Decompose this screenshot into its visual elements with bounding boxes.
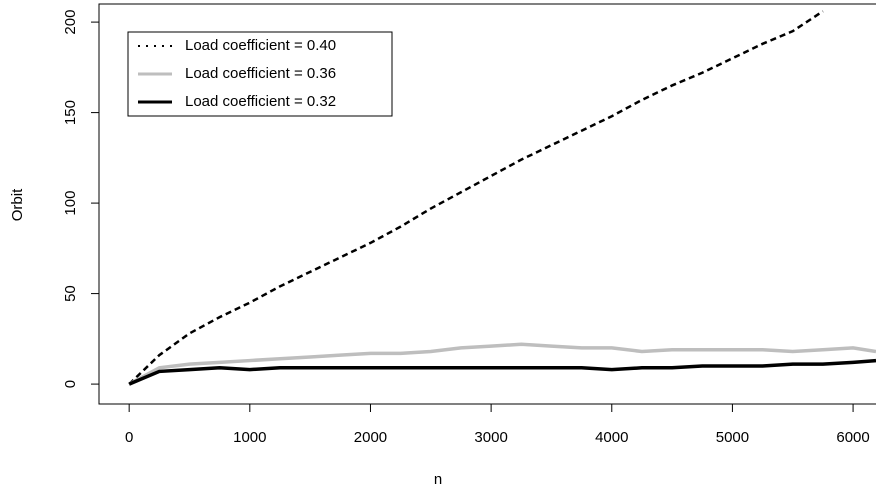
x-tick-label: 1000	[233, 429, 266, 446]
series-line	[128, 342, 876, 386]
y-tick-label: 200	[62, 10, 79, 35]
x-tick-label: 4000	[595, 429, 628, 446]
x-tick-label: 0	[125, 429, 133, 446]
y-tick-label: 100	[62, 191, 79, 216]
series-line	[128, 10, 824, 385]
x-tick-label: 2000	[354, 429, 387, 446]
x-tick-label: 3000	[474, 429, 507, 446]
legend-label: Load coefficient = 0.40	[185, 37, 336, 54]
legend-label: Load coefficient = 0.32	[185, 93, 336, 110]
series-line	[128, 358, 876, 386]
y-tick-label: 0	[62, 380, 79, 388]
lines	[128, 10, 876, 386]
y-tick-label: 150	[62, 100, 79, 125]
y-tick-label: 50	[62, 285, 79, 302]
legend-label: Load coefficient = 0.36	[185, 65, 336, 82]
x-axis-label: n	[434, 471, 442, 488]
y-axis-label: Orbit	[9, 188, 26, 221]
x-tick-label: 6000	[836, 429, 869, 446]
x-tick-label: 5000	[716, 429, 749, 446]
